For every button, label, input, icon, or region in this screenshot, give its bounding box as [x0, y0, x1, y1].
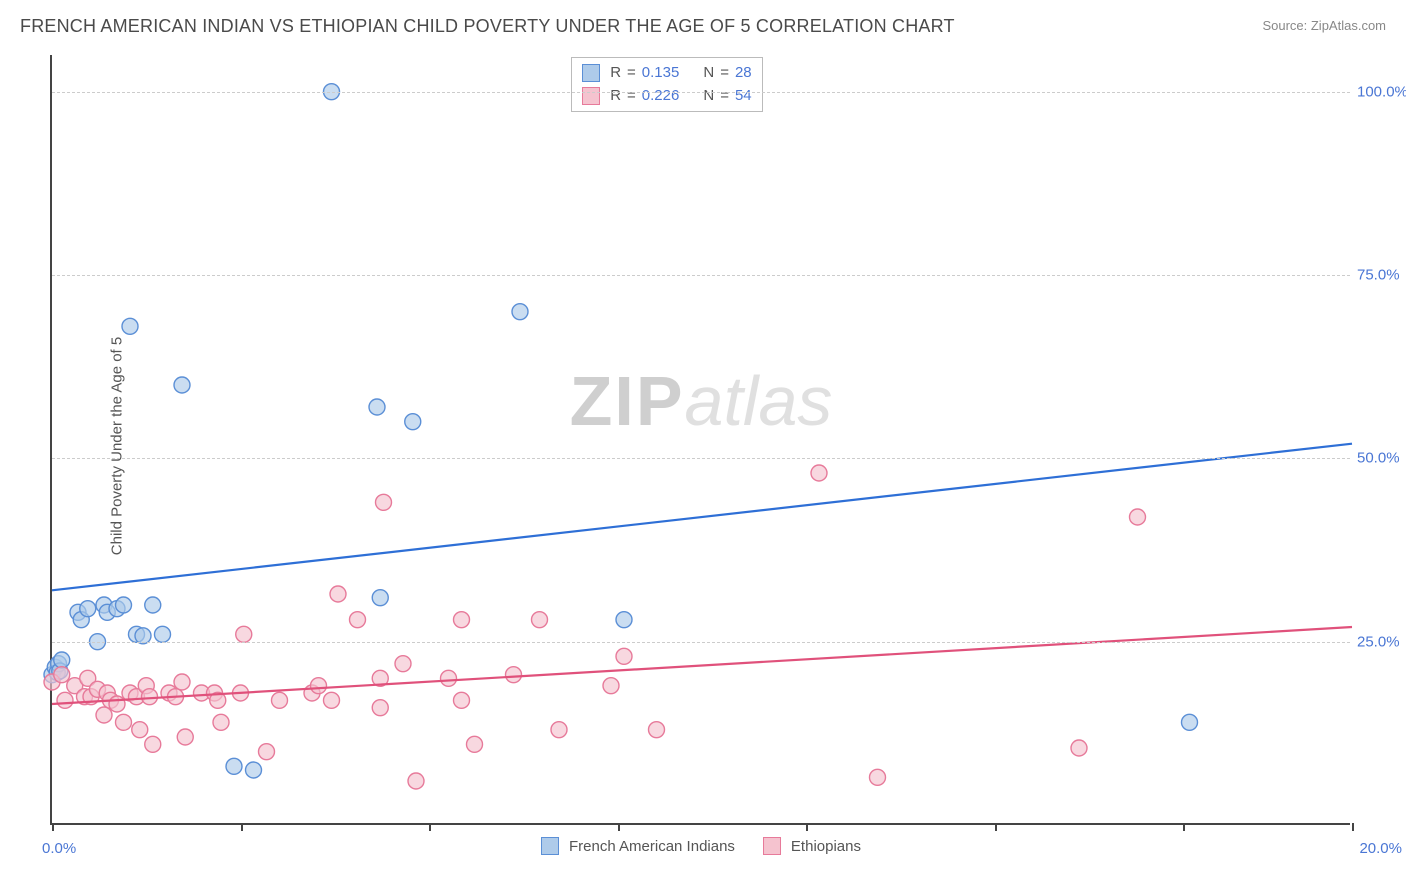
y-tick-label: 50.0% [1357, 450, 1406, 467]
swatch-series-1 [582, 87, 600, 105]
data-point [174, 377, 190, 393]
data-point [408, 773, 424, 789]
data-point [1182, 714, 1198, 730]
y-tick-label: 25.0% [1357, 633, 1406, 650]
x-tick [241, 823, 243, 831]
series-legend: French American Indians Ethiopians [541, 837, 861, 855]
data-point [122, 318, 138, 334]
gridline-h [52, 92, 1350, 93]
data-point [532, 612, 548, 628]
data-point [96, 707, 112, 723]
scatter-svg [52, 55, 1350, 823]
data-point [54, 652, 70, 668]
data-point [246, 762, 262, 778]
data-point [226, 758, 242, 774]
data-point [174, 674, 190, 690]
data-point [467, 736, 483, 752]
data-point [441, 670, 457, 686]
stat-N-value-0: 28 [735, 62, 752, 85]
stat-R-label: R [610, 62, 621, 85]
legend-row-series-1: R = 0.226 N = 54 [582, 85, 751, 108]
data-point [57, 692, 73, 708]
data-point [142, 689, 158, 705]
data-point [372, 590, 388, 606]
regression-line [52, 444, 1352, 591]
legend-row-series-0: R = 0.135 N = 28 [582, 62, 751, 85]
data-point [616, 648, 632, 664]
correlation-legend: R = 0.135 N = 28 R = 0.226 N = 54 [571, 57, 762, 112]
data-point [1130, 509, 1146, 525]
y-tick-label: 75.0% [1357, 267, 1406, 284]
gridline-h [52, 642, 1350, 643]
chart-container: FRENCH AMERICAN INDIAN VS ETHIOPIAN CHIL… [0, 0, 1406, 892]
x-tick-label-min: 0.0% [42, 840, 76, 857]
data-point [109, 696, 125, 712]
data-point [1071, 740, 1087, 756]
data-point [330, 586, 346, 602]
data-point [506, 667, 522, 683]
data-point [870, 769, 886, 785]
data-point [145, 736, 161, 752]
x-tick [1352, 823, 1354, 831]
chart-title: FRENCH AMERICAN INDIAN VS ETHIOPIAN CHIL… [20, 16, 955, 37]
swatch-series-0 [582, 64, 600, 82]
data-point [512, 304, 528, 320]
data-point [649, 722, 665, 738]
x-tick [429, 823, 431, 831]
data-point [369, 399, 385, 415]
stat-R-value-1: 0.226 [642, 85, 680, 108]
data-point [177, 729, 193, 745]
stat-N-label: N [703, 62, 714, 85]
data-point [395, 656, 411, 672]
data-point [272, 692, 288, 708]
data-point [551, 722, 567, 738]
data-point [155, 626, 171, 642]
x-tick [52, 823, 54, 831]
data-point [145, 597, 161, 613]
data-point [213, 714, 229, 730]
data-point [259, 744, 275, 760]
x-tick [1183, 823, 1185, 831]
data-point [116, 714, 132, 730]
data-point [54, 667, 70, 683]
stat-N-value-1: 54 [735, 85, 752, 108]
data-point [454, 612, 470, 628]
data-point [372, 700, 388, 716]
data-point [324, 692, 340, 708]
data-point [350, 612, 366, 628]
data-point [80, 601, 96, 617]
y-tick-label: 100.0% [1357, 83, 1406, 100]
data-point [376, 494, 392, 510]
gridline-h [52, 275, 1350, 276]
stat-R-value-0: 0.135 [642, 62, 680, 85]
data-point [616, 612, 632, 628]
data-point [603, 678, 619, 694]
source-attribution: Source: ZipAtlas.com [1262, 18, 1386, 33]
gridline-h [52, 458, 1350, 459]
legend-label-0: French American Indians [569, 838, 735, 855]
legend-label-1: Ethiopians [791, 838, 861, 855]
x-tick-label-max: 20.0% [1359, 840, 1402, 857]
data-point [454, 692, 470, 708]
legend-swatch-1 [763, 837, 781, 855]
legend-item-1: Ethiopians [763, 837, 861, 855]
x-tick [618, 823, 620, 831]
plot-area: ZIPatlas R = 0.135 N = 28 R = 0.226 [50, 55, 1350, 825]
data-point [132, 722, 148, 738]
data-point [236, 626, 252, 642]
x-tick [995, 823, 997, 831]
data-point [311, 678, 327, 694]
legend-swatch-0 [541, 837, 559, 855]
x-tick [806, 823, 808, 831]
legend-item-0: French American Indians [541, 837, 735, 855]
data-point [811, 465, 827, 481]
data-point [116, 597, 132, 613]
data-point [405, 414, 421, 430]
